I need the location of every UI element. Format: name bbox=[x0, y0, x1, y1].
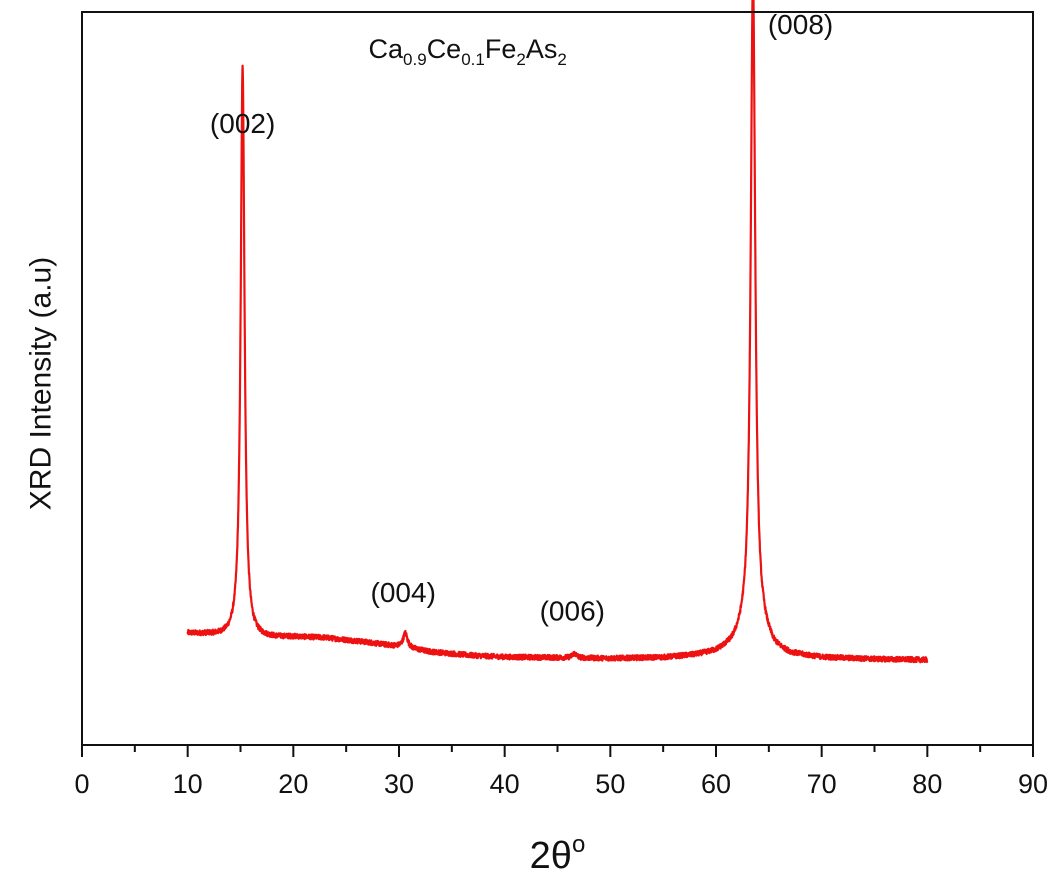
x-tick-label: 20 bbox=[278, 769, 308, 799]
peak-label: (006) bbox=[540, 595, 605, 626]
x-tick-label: 30 bbox=[384, 769, 414, 799]
x-tick-label: 60 bbox=[701, 769, 731, 799]
series-layer bbox=[186, 0, 929, 664]
x-tick-label: 50 bbox=[595, 769, 625, 799]
x-tick-label: 70 bbox=[807, 769, 837, 799]
chart-title: Ca0.9Ce0.1Fe2As2 bbox=[369, 34, 567, 69]
y-axis-label: XRD Intensity (a.u) bbox=[25, 257, 58, 510]
x-tick-label: 40 bbox=[490, 769, 520, 799]
x-tick-label: 0 bbox=[74, 769, 89, 799]
peak-label: (004) bbox=[371, 577, 436, 608]
peak-label: (008) bbox=[768, 9, 833, 40]
chart-title-text: Ca0.9Ce0.1Fe2As2 bbox=[369, 34, 567, 69]
x-tick-label: 80 bbox=[912, 769, 942, 799]
x-tick-label: 10 bbox=[173, 769, 203, 799]
x-axis-ticks: 0 10 20 30 40 50 60 70 80 90 bbox=[74, 745, 1048, 799]
xrd-pattern-line bbox=[186, 0, 929, 664]
peak-annotations: (002) (004) (006) (008) bbox=[210, 9, 833, 626]
x-axis-label: 2θo bbox=[530, 831, 586, 876]
peak-label: (002) bbox=[210, 108, 275, 139]
x-tick-label: 90 bbox=[1018, 769, 1048, 799]
